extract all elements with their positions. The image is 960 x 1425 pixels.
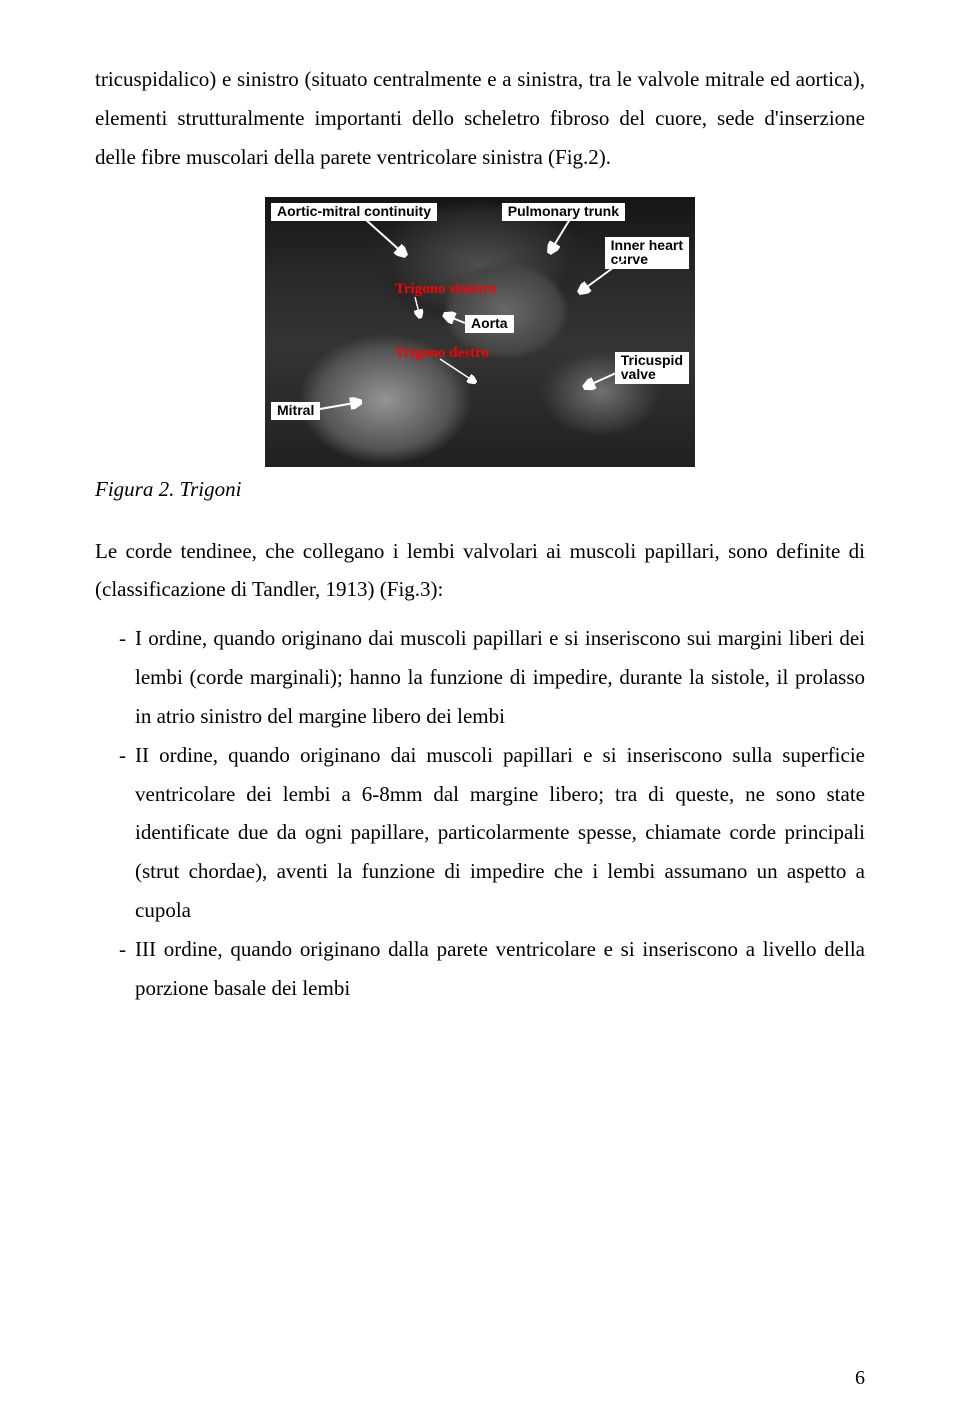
label-mitral: Mitral bbox=[271, 402, 320, 420]
label-inner-heart-line1: Inner heart bbox=[611, 237, 683, 253]
dash-icon: - bbox=[95, 619, 135, 736]
figure-container: Aortic-mitral continuity Pulmonary trunk… bbox=[95, 197, 865, 467]
list-item-text: II ordine, quando originano dai muscoli … bbox=[135, 736, 865, 930]
dash-icon: - bbox=[95, 736, 135, 930]
label-trigono-sinistro: Trigono sinistro bbox=[395, 281, 497, 298]
intro-paragraph: tricuspidalico) e sinistro (situato cent… bbox=[95, 60, 865, 177]
figure-caption: Figura 2. Trigoni bbox=[95, 477, 865, 502]
label-trigono-destro: Trigono destro bbox=[395, 345, 489, 362]
definition-paragraph: Le corde tendinee, che collegano i lembi… bbox=[95, 532, 865, 610]
anatomical-figure: Aortic-mitral continuity Pulmonary trunk… bbox=[265, 197, 695, 467]
page-number: 6 bbox=[855, 1367, 865, 1390]
label-pulmonary-trunk: Pulmonary trunk bbox=[502, 203, 625, 221]
list-item: - I ordine, quando originano dai muscoli… bbox=[95, 619, 865, 736]
label-tricuspid-line2: valve bbox=[621, 366, 656, 382]
page: tricuspidalico) e sinistro (situato cent… bbox=[0, 0, 960, 1425]
list-item: - II ordine, quando originano dai muscol… bbox=[95, 736, 865, 930]
ordered-list: - I ordine, quando originano dai muscoli… bbox=[95, 619, 865, 1007]
label-aorta: Aorta bbox=[465, 315, 514, 333]
list-item-text: I ordine, quando originano dai muscoli p… bbox=[135, 619, 865, 736]
list-item: - III ordine, quando originano dalla par… bbox=[95, 930, 865, 1008]
label-inner-heart-line2: curve bbox=[611, 251, 648, 267]
label-tricuspid-line1: Tricuspid bbox=[621, 352, 683, 368]
dash-icon: - bbox=[95, 930, 135, 1008]
label-tricuspid: Tricuspid valve bbox=[615, 352, 689, 384]
label-aortic-mitral: Aortic-mitral continuity bbox=[271, 203, 437, 221]
list-item-text: III ordine, quando originano dalla paret… bbox=[135, 930, 865, 1008]
label-inner-heart-curve: Inner heart curve bbox=[605, 237, 689, 269]
